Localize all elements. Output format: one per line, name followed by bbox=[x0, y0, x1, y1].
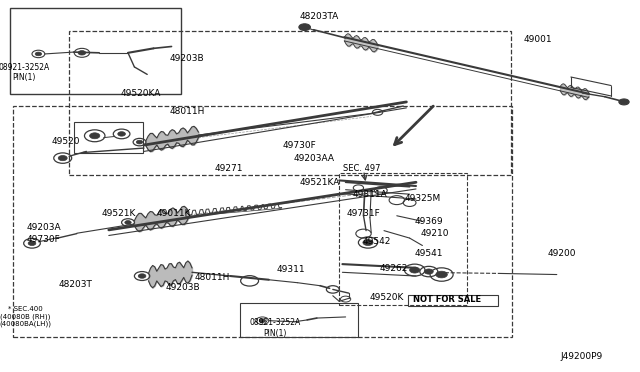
Text: 49520KA: 49520KA bbox=[120, 89, 161, 98]
Text: 48203T: 48203T bbox=[59, 280, 92, 289]
Circle shape bbox=[619, 99, 629, 105]
Text: 49001: 49001 bbox=[524, 35, 552, 44]
Text: 49325M: 49325M bbox=[404, 194, 440, 203]
Text: 49369: 49369 bbox=[415, 217, 443, 226]
Text: 49262: 49262 bbox=[380, 264, 408, 273]
Circle shape bbox=[259, 319, 266, 323]
Text: 08921-3252A
PIN(1): 08921-3252A PIN(1) bbox=[0, 63, 50, 82]
Text: 49542: 49542 bbox=[362, 237, 390, 246]
Text: 48011H: 48011H bbox=[169, 107, 205, 116]
Text: 49203B: 49203B bbox=[170, 54, 204, 63]
Text: * SEC.400
(40080B (RH))
(40080BA(LH)): * SEC.400 (40080B (RH)) (40080BA(LH)) bbox=[0, 307, 52, 327]
Text: 49210: 49210 bbox=[421, 229, 449, 238]
Circle shape bbox=[78, 51, 86, 55]
Bar bbox=[10, 8, 181, 94]
Circle shape bbox=[410, 267, 420, 273]
Text: 49311A: 49311A bbox=[353, 190, 387, 199]
Bar bbox=[339, 173, 467, 305]
Circle shape bbox=[28, 241, 36, 246]
Text: 49730F: 49730F bbox=[27, 235, 60, 244]
Bar bbox=[408, 295, 498, 306]
Text: SEC. 497: SEC. 497 bbox=[343, 164, 380, 173]
Text: 08921-3252A
PIN(1): 08921-3252A PIN(1) bbox=[250, 318, 301, 338]
Text: 49203A: 49203A bbox=[26, 223, 61, 232]
Text: 49200: 49200 bbox=[548, 249, 576, 258]
Bar bbox=[240, 303, 358, 337]
Text: 49730F: 49730F bbox=[283, 141, 316, 150]
Circle shape bbox=[125, 221, 131, 224]
Circle shape bbox=[299, 24, 310, 31]
Text: 49541: 49541 bbox=[415, 249, 443, 258]
Circle shape bbox=[138, 274, 146, 278]
Circle shape bbox=[424, 269, 433, 274]
Text: 49521K: 49521K bbox=[101, 209, 136, 218]
Circle shape bbox=[35, 52, 42, 56]
Circle shape bbox=[136, 140, 143, 144]
Text: 49311: 49311 bbox=[277, 265, 305, 274]
Text: 48203TA: 48203TA bbox=[299, 12, 339, 21]
Bar bbox=[69, 31, 511, 175]
Bar bbox=[13, 106, 512, 337]
Text: 49520K: 49520K bbox=[370, 293, 404, 302]
Text: 49203AA: 49203AA bbox=[293, 154, 334, 163]
Circle shape bbox=[58, 155, 67, 161]
Text: 49203B: 49203B bbox=[165, 283, 200, 292]
Text: 49731F: 49731F bbox=[347, 209, 380, 218]
Circle shape bbox=[436, 271, 447, 278]
Circle shape bbox=[90, 133, 100, 139]
Text: 49011K: 49011K bbox=[157, 209, 191, 218]
Text: 49271: 49271 bbox=[215, 164, 243, 173]
Text: NOT FOR SALE: NOT FOR SALE bbox=[413, 295, 481, 304]
Text: 49520: 49520 bbox=[52, 137, 80, 146]
Text: J49200P9: J49200P9 bbox=[560, 352, 602, 361]
Text: 48011H: 48011H bbox=[195, 273, 230, 282]
Circle shape bbox=[118, 132, 125, 136]
Bar bbox=[74, 122, 143, 153]
Circle shape bbox=[363, 240, 373, 246]
Text: 49521KA: 49521KA bbox=[300, 178, 340, 187]
